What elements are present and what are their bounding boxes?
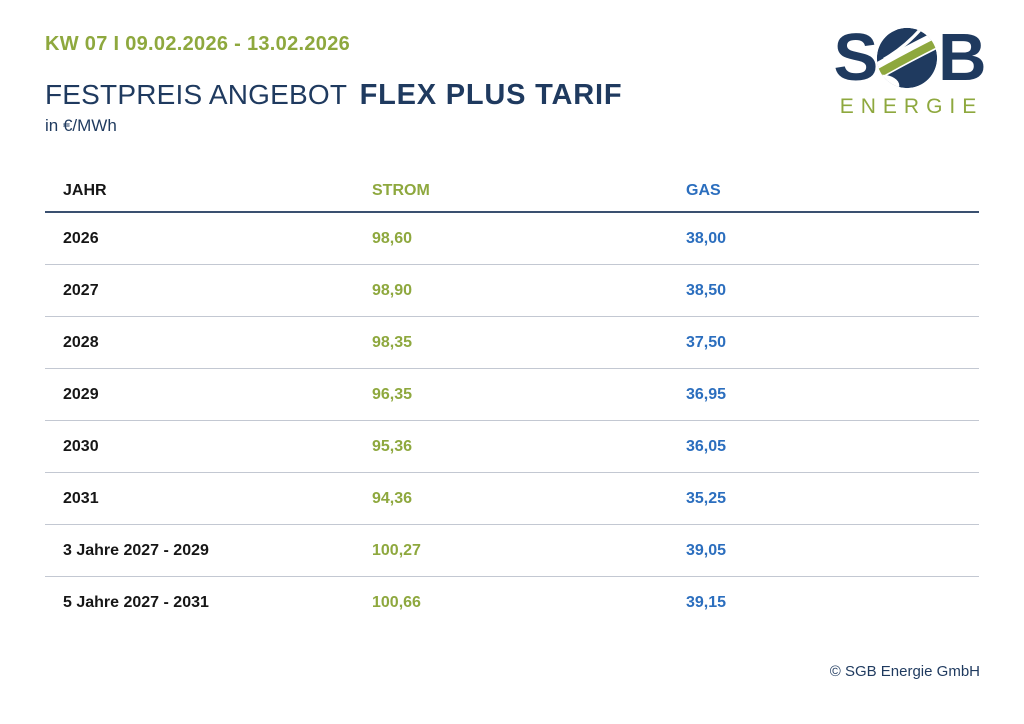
page-title-regular: FESTPREIS ANGEBOT [45, 79, 348, 110]
sgb-energie-logo: S B ENERGIE [832, 24, 986, 119]
cell-jahr: 5 Jahre 2027 - 2031 [63, 594, 209, 611]
cell-jahr: 2027 [63, 281, 99, 299]
cell-jahr: 2029 [63, 385, 99, 403]
cell-jahr: 3 Jahre 2027 - 2029 [63, 541, 209, 559]
table-row: 2027 98,90 38,50 [45, 265, 979, 317]
logo-subtitle: ENERGIE [839, 95, 984, 118]
cell-strom: 100,27 [372, 541, 421, 559]
table-row: 2026 98,60 38,00 [45, 213, 979, 265]
table-header-row: JAHR STROM GAS [45, 171, 979, 213]
cell-strom: 98,35 [372, 333, 413, 351]
table-row: 2028 98,35 37,50 [45, 317, 979, 369]
logo-globe-swoosh-icon [877, 27, 938, 89]
column-header-strom: STROM [372, 182, 430, 199]
price-table: JAHR STROM GAS 2026 98,60 38,00 2027 98,… [45, 171, 979, 629]
cell-gas: 36,05 [686, 437, 727, 455]
column-header-gas: GAS [686, 182, 721, 199]
cell-jahr: 2026 [63, 229, 99, 247]
page-title-bold: FLEX PLUS TARIF [359, 79, 623, 111]
page-title: FESTPREIS ANGEBOT FLEX PLUS TARIF [45, 79, 622, 112]
cell-strom: 98,90 [372, 281, 413, 299]
copyright-footer: © SGB Energie GmbH [829, 663, 980, 680]
cell-gas: 38,00 [686, 229, 727, 247]
table-row: 2030 95,36 36,05 [45, 421, 979, 473]
table-row: 5 Jahre 2027 - 2031 100,66 39,15 [45, 577, 979, 629]
unit-label: in €/MWh [45, 116, 117, 135]
cell-gas: 36,95 [686, 385, 727, 403]
cell-gas: 37,50 [686, 333, 727, 351]
table-row: 3 Jahre 2027 - 2029 100,27 39,05 [45, 525, 979, 577]
cell-gas: 38,50 [686, 281, 727, 299]
cell-strom: 98,60 [372, 229, 413, 247]
logo-letter-b: B [938, 19, 986, 95]
table-row: 2029 96,35 36,95 [45, 369, 979, 421]
cell-jahr: 2030 [63, 437, 99, 455]
cell-strom: 96,35 [372, 385, 413, 403]
logo-wordmark: S B [832, 19, 986, 95]
cell-gas: 35,25 [686, 489, 727, 507]
cell-gas: 39,15 [686, 594, 727, 611]
logo-letter-s: S [833, 19, 878, 95]
cell-jahr: 2031 [63, 489, 99, 507]
cell-strom: 94,36 [372, 489, 413, 507]
calendar-week-line: KW 07 I 09.02.2026 - 13.02.2026 [45, 33, 351, 55]
table-row: 2031 94,36 35,25 [45, 473, 979, 525]
cell-strom: 95,36 [372, 437, 413, 455]
column-header-jahr: JAHR [63, 182, 107, 199]
cell-strom: 100,66 [372, 594, 421, 611]
cell-gas: 39,05 [686, 541, 727, 559]
cell-jahr: 2028 [63, 333, 99, 351]
